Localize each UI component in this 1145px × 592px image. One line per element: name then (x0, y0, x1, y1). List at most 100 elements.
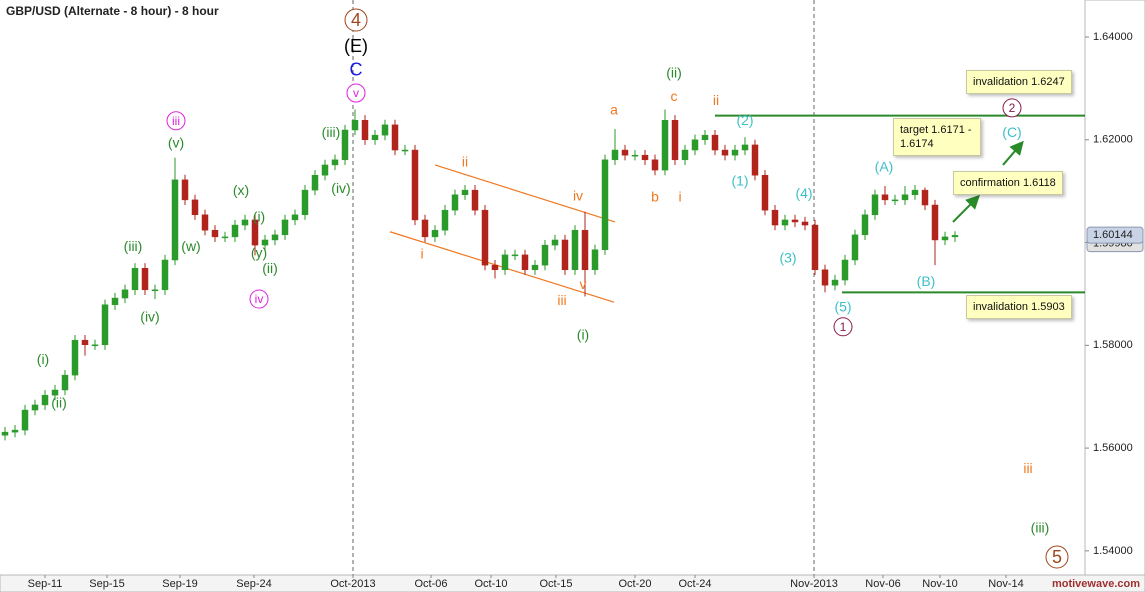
candle-body (461, 189, 469, 195)
callout: confirmation 1.6118 (953, 170, 1063, 195)
candle-body (501, 254, 509, 271)
wave-label: (2) (736, 112, 753, 128)
candle-body (221, 236, 229, 239)
x-tick-label: Nov-10 (922, 578, 957, 590)
candle-body (721, 149, 729, 156)
callout: invalidation 1.5903 (966, 294, 1072, 319)
y-tick-label: 1.58000 (1093, 339, 1133, 351)
wave-label: (i) (37, 351, 49, 367)
arrow (952, 194, 980, 223)
candle-body (511, 254, 519, 257)
candle-body (941, 236, 949, 241)
plot-area (0, 0, 1085, 575)
wave-label: iii (172, 114, 180, 128)
wave-label: ii (462, 154, 468, 170)
candle-body (371, 134, 379, 141)
candle-body (401, 149, 409, 152)
candle-body (661, 119, 669, 171)
wave-label: (E) (344, 36, 368, 56)
wave-label-circle (346, 83, 366, 103)
wave-label: (iii) (322, 124, 341, 140)
candle-body (161, 259, 169, 291)
candle-body (821, 269, 829, 286)
wave-label: (iv) (331, 180, 350, 196)
wave-label: (C) (1002, 124, 1021, 140)
candle-body (111, 297, 119, 305)
candle-body (801, 221, 809, 226)
candle-body (641, 154, 649, 161)
candle-body (571, 229, 579, 271)
arrow (1002, 140, 1024, 166)
candle-body (181, 179, 189, 201)
candle-body (891, 199, 899, 202)
time-axis (0, 574, 1145, 592)
wave-label: (B) (917, 273, 936, 289)
wave-label: c (671, 88, 678, 104)
candle-body (881, 194, 889, 201)
wave-label-circle (249, 289, 269, 309)
x-tick-label: Oct-20 (618, 578, 651, 590)
candle-body (61, 374, 69, 391)
wave-label: (i) (253, 209, 265, 225)
wave-label-circle (833, 317, 853, 337)
wave-label: 4 (351, 10, 361, 30)
candle-body (291, 214, 299, 221)
x-tick-label: Nov-14 (988, 578, 1023, 590)
candle-body (241, 219, 249, 226)
candle-body (21, 409, 29, 431)
candle-body (31, 404, 39, 411)
candle-body (751, 144, 759, 176)
x-tick-label: Sep-11 (28, 578, 63, 590)
wave-label: (ii) (666, 65, 682, 81)
wave-label: (iii) (1031, 519, 1050, 535)
price-axis (1084, 0, 1145, 592)
y-tick-label: 1.54000 (1093, 545, 1133, 557)
candle-body (331, 159, 339, 166)
candle-body (601, 159, 609, 250)
wave-label: (ii) (51, 395, 67, 411)
candle-body (121, 289, 129, 299)
candle-body (761, 174, 769, 211)
candle-body (911, 189, 919, 195)
wave-label: ii (713, 92, 719, 108)
candle-body (951, 235, 959, 238)
candle-body (51, 389, 59, 396)
callout: invalidation 1.6247 (966, 70, 1072, 95)
wave-label: (5) (834, 298, 851, 314)
wave-label: 2 (1009, 101, 1016, 115)
candle-body (521, 254, 529, 271)
candle-body (831, 279, 839, 286)
candle-body (321, 164, 329, 176)
candle-body (921, 189, 929, 206)
wave-label: a (610, 102, 618, 118)
candle-body (451, 194, 459, 211)
wave-label: iv (255, 292, 264, 306)
candle-body (41, 394, 49, 406)
candle-body (711, 134, 719, 151)
wave-label: (3) (779, 250, 796, 266)
wave-label: (A) (875, 159, 894, 175)
wave-label: (iv) (140, 309, 159, 325)
x-tick-label: Oct-06 (414, 578, 447, 590)
watermark: motivewave.com (1052, 578, 1140, 590)
candle-body (581, 229, 589, 271)
candle-body (781, 219, 789, 226)
candle-body (1, 431, 9, 436)
wave-label-circle (1045, 545, 1069, 569)
candle-body (551, 239, 559, 246)
candle-body (731, 149, 739, 156)
wave-label: (x) (233, 182, 249, 198)
candle-body (841, 259, 849, 281)
candle-body (531, 264, 539, 271)
candle-body (211, 229, 219, 238)
y-tick-label: 1.62000 (1093, 134, 1133, 146)
candle-body (141, 267, 149, 291)
x-tick-label: Oct-10 (474, 578, 507, 590)
candle-body (441, 209, 449, 231)
candle-body (631, 154, 639, 157)
x-tick-label: Sep-15 (89, 578, 124, 590)
candle-body (361, 119, 369, 141)
candle-body (421, 219, 429, 238)
wave-label: (y) (251, 245, 267, 261)
candle-body (561, 239, 569, 271)
